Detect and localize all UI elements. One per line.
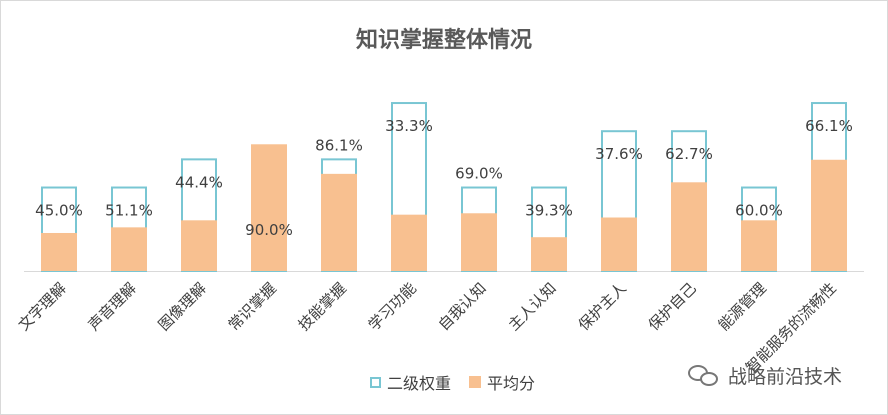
bar-score (811, 159, 847, 271)
category-label: 常识掌握 (225, 279, 280, 334)
bar-score (251, 144, 287, 271)
data-label: 44.4% (175, 173, 223, 191)
data-label: 66.1% (805, 117, 853, 135)
bar-score (741, 220, 777, 271)
legend-item-score: 平均分 (469, 370, 535, 394)
legend-swatch-score (469, 376, 482, 388)
bar-score (41, 232, 77, 271)
legend-swatch-weight (370, 376, 381, 388)
bar-score (321, 173, 357, 271)
category-label: 声音理解 (85, 279, 140, 334)
category-label: 学习功能 (365, 279, 420, 334)
category-label: 保护主人 (575, 279, 630, 334)
bar-score (391, 214, 427, 271)
bar-score (671, 182, 707, 271)
bar-score (531, 237, 567, 271)
category-label: 技能掌握 (295, 279, 350, 334)
bar-score (601, 217, 637, 271)
legend: 二级权重 平均分 (370, 370, 535, 394)
data-label: 39.3% (525, 202, 573, 220)
data-label: 33.3% (385, 117, 433, 135)
bar-score (461, 213, 497, 271)
category-label: 图像理解 (155, 279, 210, 334)
category-label: 保护自己 (645, 279, 700, 334)
category-label: 自我认知 (435, 279, 490, 334)
data-label: 60.0% (735, 202, 783, 220)
watermark-text: 战略前沿技术 (728, 366, 843, 388)
data-label: 45.0% (35, 202, 83, 220)
legend-label-score: 平均分 (487, 374, 536, 393)
category-label: 文字理解 (15, 279, 70, 334)
category-label: 能源管理 (715, 279, 770, 334)
chart-title: 知识掌握整体情况 (355, 28, 532, 53)
wechat-icon (688, 363, 722, 389)
data-label: 37.6% (595, 145, 643, 163)
legend-label-weight: 二级权重 (387, 374, 452, 393)
watermark: 战略前沿技术 (688, 362, 842, 389)
category-label: 主人认知 (505, 279, 560, 334)
data-label: 51.1% (105, 202, 153, 220)
data-label: 86.1% (315, 136, 363, 154)
data-label: 90.0% (245, 221, 293, 239)
legend-item-weight: 二级权重 (370, 370, 451, 394)
data-label: 62.7% (665, 145, 713, 163)
data-label: 69.0% (455, 165, 503, 183)
bar-score (181, 220, 217, 271)
bar-score (111, 227, 147, 271)
